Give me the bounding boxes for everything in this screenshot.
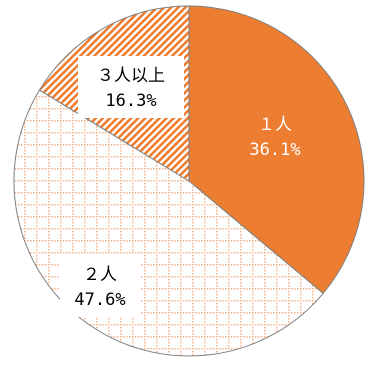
slice-value-three-or-more: 16.3% [105, 91, 156, 111]
slice-label-one-person: １人 [258, 115, 292, 135]
label-box-two-people [60, 255, 140, 317]
pie-slice-one-person [188, 5, 365, 295]
slice-label-two-people: ２人 [83, 265, 117, 285]
slice-label-three-or-more: ３人以上 [97, 66, 165, 86]
slice-value-two-people: 47.6% [74, 290, 125, 310]
pie-labels: １人 36.1% ２人 47.6% ３人以上 16.3% [60, 56, 301, 317]
label-box-three-or-more [78, 56, 184, 118]
slice-value-one-person: 36.1% [249, 140, 300, 160]
